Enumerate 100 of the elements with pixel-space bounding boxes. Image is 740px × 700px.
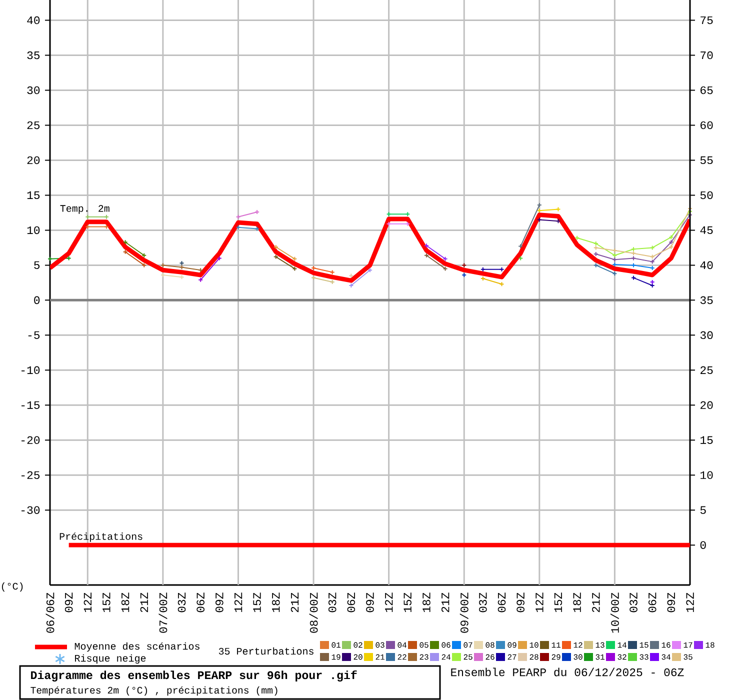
y2-tick-label: 20 [700,401,713,410]
x-tick-label: 09Z [64,592,73,612]
x-tick-label: 12Z [84,592,92,612]
legend-label: 13 [596,642,604,648]
y-tick-label: -15 [22,401,40,409]
x-tick-label: 15Z [102,592,110,612]
legend-label: 14 [618,642,626,648]
y2-tick-label: 0 [700,541,706,549]
legend-label: 05 [420,642,428,648]
legend-label: 12 [574,642,582,648]
y2-tick-label: 5 [700,506,706,514]
y-tick-label: 10 [27,226,40,234]
y2-tick-label: 40 [700,261,713,270]
y-tick-label: 40 [27,16,40,24]
legend-label: 16 [662,642,670,648]
y2-tick-label: 50 [700,191,713,200]
y-tick-label: 20 [27,156,40,164]
legend-label: 06 [442,642,450,648]
x-tick-label: 09Z [516,592,524,612]
x-tick-label: 18Z [573,592,581,612]
annotation: Temp. 2m [60,205,110,214]
y2-tick-label: 55 [700,156,713,164]
x-tick-label: 09/00Z [460,592,468,633]
y-tick-label: -5 [28,331,40,339]
x-tick-label: 06Z [498,592,506,612]
x-tick-label: 10/00Z [610,592,619,633]
legend-label: 30 [574,654,582,660]
x-tick-label: 21Z [592,592,600,612]
x-tick-label: 18Z [272,592,280,612]
legend-label: 02 [354,642,362,648]
y-tick-label: -10 [22,366,40,374]
x-tick-label: 15Z [253,592,261,612]
legend-label: 21 [376,654,384,660]
x-tick-label: 03Z [178,592,186,612]
x-tick-label: 06Z [196,592,204,612]
legend-label: 34 [662,654,670,660]
x-tick-label: 06/06Z [46,592,54,633]
x-tick-label: 06Z [648,592,656,612]
legend-label: 33 [640,654,648,660]
legend-label: 31 [596,654,604,660]
legend-label: 04 [398,642,406,648]
x-tick-label: 03Z [479,592,487,612]
y2-tick-label: 70 [700,51,713,60]
x-tick-label: 12Z [234,592,242,612]
legend-title: 35 Perturbations [218,647,314,655]
y-tick-label: -20 [22,436,40,444]
x-tick-label: 18Z [422,592,430,612]
y-tick-label: 25 [27,121,40,130]
y2-tick-label: 45 [700,226,713,234]
y-tick-label: 15 [27,191,40,200]
x-tick-label: 03Z [630,592,638,612]
legend-label: 26 [486,654,494,660]
legend-label: 32 [618,654,626,660]
y-tick-label: 30 [27,86,40,94]
legend-label: 23 [420,654,428,660]
y-tick-label: 0 [34,296,40,304]
text: Diagramme des ensembles PEARP sur 96h pour .gif [31,670,357,682]
text: Ensemble PEARP du 06/12/2025 - 06Z [451,668,684,676]
text: Températures 2m (°C) , précipitations (mm) [30,686,278,696]
y-tick-label: 35 [27,51,40,60]
legend-label: Risque neige [75,654,146,664]
legend-label: 08 [486,642,494,648]
legend-label: 22 [398,654,406,660]
y2-tick-label: 30 [700,331,713,340]
legend-label: 28 [530,654,538,660]
y2-tick-label: 35 [700,296,713,304]
legend-label: 03 [376,642,384,648]
x-tick-label: 15Z [554,592,562,612]
legend-label: 15 [640,642,648,648]
y-tick-label: -30 [22,506,40,514]
x-tick-label: 12Z [384,592,393,612]
x-tick-label: 06Z [347,592,356,612]
y2-tick-label: 15 [700,436,713,444]
legend-label: 09 [508,642,516,648]
x-tick-label: 09Z [216,592,224,612]
legend-label: Moyenne des scénarios [74,642,200,652]
legend-label: 07 [464,642,472,648]
y2-tick-label: 65 [700,86,713,94]
legend-label: 17 [684,642,692,648]
x-tick-label: 12Z [536,592,544,612]
x-tick-label: 18Z [121,592,130,612]
y2-tick-label: 75 [700,16,713,24]
x-tick-label: 12Z [686,592,694,612]
x-tick-label: 09Z [366,592,374,612]
legend-label: 11 [552,642,560,648]
legend-label: 20 [354,654,362,660]
x-tick-label: 15Z [404,592,412,612]
legend-label: 01 [332,642,340,648]
x-tick-label: 09Z [667,592,676,612]
legend-label: 27 [508,654,516,660]
series-label: Précipitations [60,532,142,542]
x-tick-label: 03Z [328,592,336,612]
x-tick-label: 08/00Z [309,592,318,633]
legend-label: 18 [706,642,714,648]
x-tick-label: 21Z [441,592,450,612]
x-tick-label: 21Z [140,592,148,612]
y-axis-title: (°C) [2,582,23,592]
x-tick-label: 21Z [290,592,299,612]
legend-label: 25 [464,654,472,660]
legend-label: 19 [332,654,340,660]
